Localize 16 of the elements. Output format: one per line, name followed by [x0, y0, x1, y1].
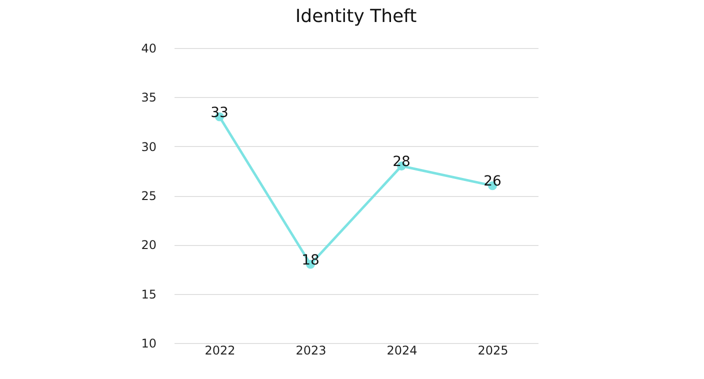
chart-title: Identity Theft — [295, 6, 417, 27]
y-tick-label: 35 — [141, 90, 156, 105]
x-tick-label: 2022 — [204, 344, 236, 358]
y-tick-label: 25 — [141, 189, 156, 203]
x-tick-label: 2025 — [478, 344, 508, 358]
y-tick-label: 15 — [141, 287, 156, 302]
data-label: 18 — [302, 252, 320, 268]
x-tick-label: 2024 — [386, 344, 418, 358]
y-tick-label: 40 — [141, 42, 156, 56]
y-tick-label: 10 — [141, 336, 156, 350]
data-label: 28 — [392, 154, 410, 170]
x-tick-label: 2023 — [296, 344, 326, 358]
data-label: 33 — [210, 104, 228, 121]
data-label: 26 — [484, 174, 502, 190]
y-tick-label: 20 — [141, 238, 156, 252]
y-tick-label: 30 — [141, 140, 156, 154]
